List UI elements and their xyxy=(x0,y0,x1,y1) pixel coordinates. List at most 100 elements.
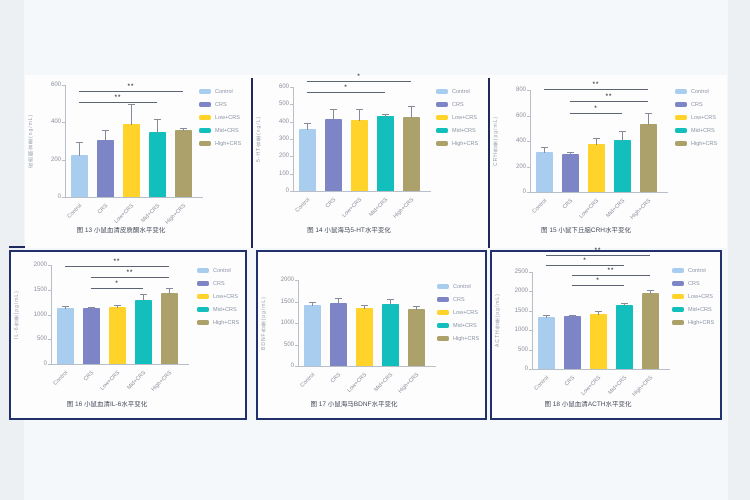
y-tick-label: 0 xyxy=(57,194,61,200)
legend-swatch xyxy=(436,141,448,146)
y-axis-title: 皮质酮含量(ng/mL) xyxy=(28,113,34,169)
significance-label: * xyxy=(596,278,600,284)
y-axis-line xyxy=(530,90,531,192)
x-tick-label: Mid+CRS xyxy=(368,197,390,218)
y-tick-label: 2000 xyxy=(514,288,528,295)
legend-swatch xyxy=(197,307,209,312)
error-bar xyxy=(91,307,92,310)
y-tick-label: 0 xyxy=(43,361,47,367)
legend-swatch xyxy=(672,320,684,325)
significance-label: ** xyxy=(605,94,613,100)
legend-item: Low+CRS xyxy=(436,111,478,124)
y-tick-mark xyxy=(295,366,298,367)
legend-label: Mid+CRS xyxy=(452,127,476,134)
legend-swatch xyxy=(199,141,211,146)
legend-label: Low+CRS xyxy=(213,293,238,300)
legend-item: CRS xyxy=(199,98,241,111)
y-tick-mark xyxy=(295,280,298,281)
bar-high+crs xyxy=(161,293,178,364)
bar-low+crs xyxy=(356,308,373,366)
significance-label: ** xyxy=(114,95,122,101)
bar-low+crs xyxy=(351,119,368,191)
error-bar-cap xyxy=(180,127,187,129)
y-tick-mark xyxy=(290,156,293,158)
error-bar xyxy=(117,306,118,308)
x-tick-label: High+CRS xyxy=(392,197,416,220)
bar-mid+crs xyxy=(614,140,631,192)
x-tick-label: Mid+CRS xyxy=(126,370,148,391)
x-axis-line xyxy=(532,369,670,370)
x-tick-label: Mid+CRS xyxy=(373,372,395,393)
y-tick-label: 400 xyxy=(50,119,61,126)
error-bar-cap xyxy=(128,103,135,105)
y-axis-title: BDNF含量(pg/mL) xyxy=(261,296,267,350)
error-bar xyxy=(307,123,308,130)
y-tick-mark xyxy=(48,289,51,291)
bar-mid+crs xyxy=(149,131,166,197)
significance-line xyxy=(91,288,143,289)
bar-high+crs xyxy=(642,292,659,369)
error-bar xyxy=(359,110,360,121)
legend-label: CRS xyxy=(213,280,225,287)
y-tick-label: 500 xyxy=(283,341,294,348)
error-bar-cap xyxy=(62,306,69,308)
legend-label: CRS xyxy=(688,280,700,287)
figure-caption: 图 15 小鼠下丘脑CRH水平变化 xyxy=(541,227,631,234)
legend-item: High+CRS xyxy=(672,316,714,329)
y-tick-label: 400 xyxy=(515,138,526,144)
legend-swatch xyxy=(672,281,684,286)
error-bar xyxy=(390,300,391,306)
error-bar xyxy=(169,288,170,295)
bar-low+crs xyxy=(109,306,126,364)
error-bar-cap xyxy=(387,299,394,301)
legend-swatch xyxy=(672,307,684,312)
x-tick-label: Low+CRS xyxy=(99,370,122,392)
y-tick-label: 2500 xyxy=(514,269,528,275)
y-tick-mark xyxy=(290,173,293,175)
legend-label: High+CRS xyxy=(691,140,718,147)
legend-item: CRS xyxy=(437,293,479,306)
error-bar-cap xyxy=(541,147,548,149)
y-tick-mark xyxy=(48,339,51,341)
significance-label: * xyxy=(357,74,361,80)
error-bar-cap xyxy=(413,306,420,308)
legend-item: Mid+CRS xyxy=(672,303,714,316)
y-tick-mark xyxy=(62,122,65,124)
significance-line xyxy=(570,101,648,102)
y-tick-label: 0 xyxy=(524,366,528,372)
y-tick-mark xyxy=(295,301,298,303)
bar-crs xyxy=(97,140,114,197)
legend-item: Low+CRS xyxy=(197,290,239,303)
legend-item: Mid+CRS xyxy=(436,124,478,137)
y-tick-label: 1000 xyxy=(514,327,528,334)
error-bar xyxy=(544,148,545,154)
legend-label: Control xyxy=(688,267,706,274)
legend: Control CRS Low+CRS Mid+CRS High+CRS xyxy=(199,85,241,150)
y-axis-title: ACTH含量(pg/mL) xyxy=(495,293,501,348)
error-bar-cap xyxy=(593,137,600,139)
legend-label: High+CRS xyxy=(688,319,715,326)
legend-label: Control xyxy=(452,88,470,95)
error-bar xyxy=(312,303,313,306)
significance-line xyxy=(307,92,385,93)
y-axis-title: 5-HT含量(ng/L) xyxy=(256,115,262,163)
legend: Control CRS Low+CRS Mid+CRS High+CRS xyxy=(675,85,717,150)
y-tick-label: 500 xyxy=(278,101,289,108)
y-axis-line xyxy=(51,265,52,364)
legend-item: High+CRS xyxy=(437,332,479,345)
legend-swatch xyxy=(675,89,687,94)
chart-panel-fig18: ACTH含量(pg/mL) 2500 2000 1500 1000 500 0 ** * ** *… xyxy=(490,248,722,420)
error-bar-cap xyxy=(408,105,415,107)
legend-swatch xyxy=(437,284,449,289)
error-bar xyxy=(650,291,651,294)
figure-caption: 图 17 小鼠海马BDNF水平变化 xyxy=(310,401,398,408)
legend-item: High+CRS xyxy=(436,137,478,150)
y-tick-mark xyxy=(48,265,51,266)
error-bar-cap xyxy=(304,122,311,124)
significance-label: * xyxy=(583,258,587,264)
error-bar-cap xyxy=(335,298,342,300)
error-bar xyxy=(333,109,334,121)
legend-swatch xyxy=(437,297,449,302)
y-tick-mark xyxy=(527,166,530,168)
